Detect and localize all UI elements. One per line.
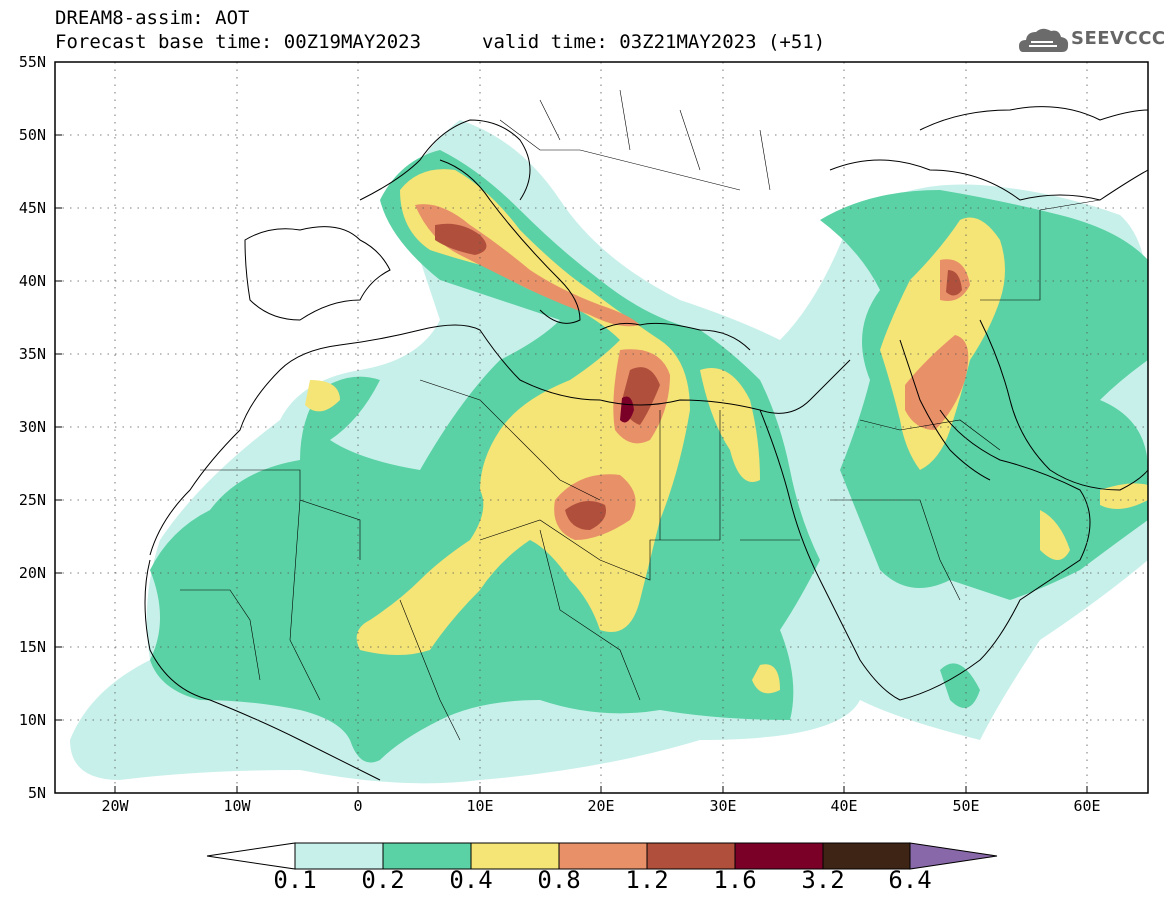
colorbar-label: 0.4 [449,866,493,894]
lon-label-20w: 20W [101,797,129,815]
lon-label-0: 0 [353,797,363,815]
map-title: DREAM8-assim: AOT [55,7,250,29]
colorbar-label: 0.2 [361,866,405,894]
lon-label-20e: 20E [587,797,615,815]
lat-label-50n: 50N [18,126,46,144]
colorbar-label: 1.2 [625,866,669,894]
lat-label-55n: 55N [18,53,46,71]
aot-contour-1.6 [620,396,634,423]
coastlines [144,106,1148,781]
lat-label-25n: 25N [18,491,46,509]
lon-label-40e: 40E [830,797,858,815]
lon-label-30e: 30E [709,797,737,815]
colorbar-label: 0.1 [273,866,317,894]
borders [180,89,1101,741]
lat-label-20n: 20N [18,564,46,582]
colorbar-label: 0.8 [537,866,581,894]
cloud-icon [1019,28,1069,52]
lat-label-45n: 45N [18,199,46,217]
lat-label-10n: 10N [18,711,46,729]
lat-label-5n: 5N [27,784,46,802]
lon-label-10w: 10W [223,797,251,815]
lon-label-50e: 50E [952,797,980,815]
lat-label-15n: 15N [18,638,46,656]
colorbar-label: 3.2 [801,866,845,894]
valid-time: valid time: 03Z21MAY2023 (+51) [482,31,826,53]
lon-label-60e: 60E [1073,797,1101,815]
logo-text: SEEVCCC [1071,28,1165,49]
lon-label-10e: 10E [466,797,494,815]
colorbar-label: 6.4 [888,866,932,894]
lat-label-30n: 30N [18,418,46,436]
colorbar-label: 1.6 [713,866,757,894]
lat-label-35n: 35N [18,345,46,363]
forecast-base-time: Forecast base time: 00Z19MAY2023 [55,31,422,53]
aot-contour-0.2 [150,150,1148,763]
lat-label-40n: 40N [18,272,46,290]
